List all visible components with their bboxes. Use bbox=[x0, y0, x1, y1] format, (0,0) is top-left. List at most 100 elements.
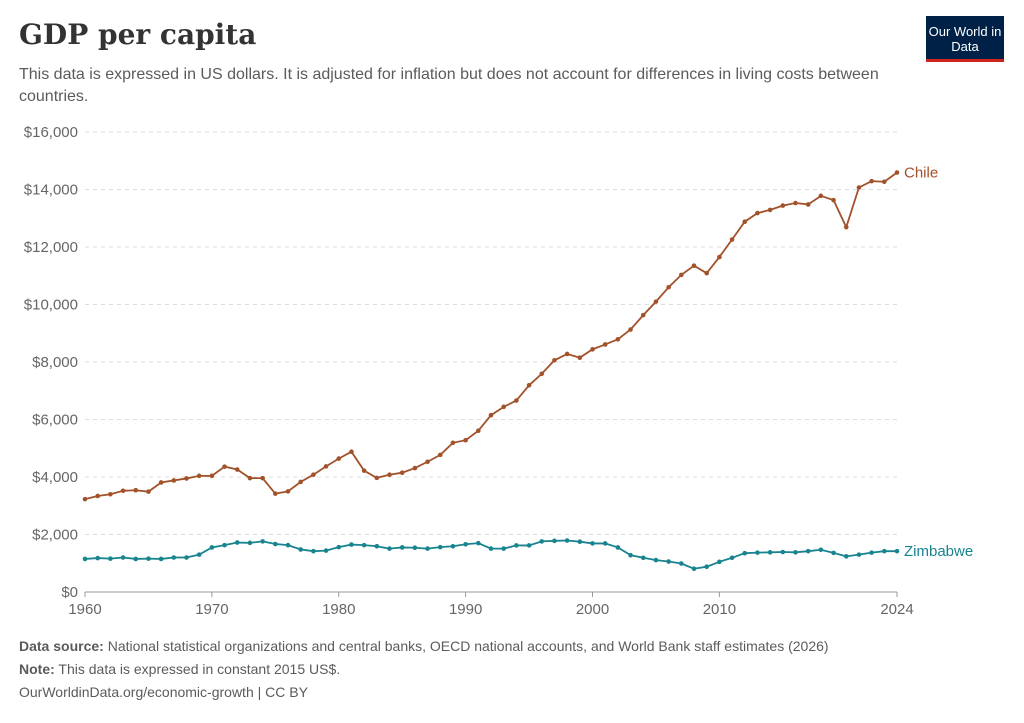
zimbabwe-point bbox=[729, 555, 735, 561]
chile-point bbox=[780, 203, 786, 208]
source-label: Data source: bbox=[19, 638, 104, 654]
y-tick-label: $10,000 bbox=[24, 297, 78, 314]
y-tick-label: $12,000 bbox=[24, 239, 78, 256]
zimbabwe-point bbox=[869, 550, 874, 555]
zimbabwe-point bbox=[476, 540, 481, 546]
zimbabwe-point bbox=[399, 545, 405, 550]
chile-point bbox=[260, 475, 265, 481]
zimbabwe-point bbox=[133, 556, 139, 562]
chile-point bbox=[742, 219, 748, 224]
zimbabwe-point bbox=[501, 546, 506, 551]
zimbabwe-point bbox=[704, 564, 709, 569]
chile-point bbox=[590, 347, 595, 352]
chile-line bbox=[84, 171, 898, 501]
zimbabwe-point bbox=[374, 543, 380, 549]
zimbabwe-point bbox=[742, 550, 748, 556]
chile-point bbox=[843, 224, 849, 230]
chile-point bbox=[298, 479, 303, 485]
owid-logo[interactable]: Our World in Data bbox=[926, 16, 1004, 62]
zimbabwe-point bbox=[184, 555, 189, 560]
chile-point bbox=[247, 475, 253, 481]
chile-point bbox=[514, 398, 519, 403]
zimbabwe-point bbox=[564, 538, 570, 543]
zimbabwe-point bbox=[450, 543, 456, 549]
zimbabwe-point bbox=[285, 542, 291, 548]
zimbabwe-point bbox=[526, 543, 532, 548]
chile-point bbox=[818, 193, 824, 199]
zimbabwe-point bbox=[679, 561, 684, 566]
chile-point bbox=[349, 449, 354, 455]
source-text: National statistical organizations and c… bbox=[107, 638, 829, 654]
chile-point bbox=[450, 440, 456, 446]
zimbabwe-point bbox=[425, 546, 430, 551]
chile-point bbox=[869, 178, 874, 184]
chile-point bbox=[285, 489, 291, 494]
zimbabwe-point bbox=[691, 566, 697, 572]
chile-point bbox=[831, 197, 836, 203]
y-tick-label: $0 bbox=[61, 584, 78, 601]
chile-point bbox=[196, 473, 202, 479]
zimbabwe-point bbox=[234, 540, 240, 545]
zimbabwe-point bbox=[171, 555, 177, 560]
zimbabwe-point bbox=[108, 556, 113, 561]
zimbabwe-point bbox=[602, 541, 608, 546]
chile-point bbox=[691, 263, 697, 268]
y-tick-label: $6,000 bbox=[32, 412, 78, 429]
chile-point bbox=[222, 464, 227, 469]
chile-point bbox=[361, 468, 367, 473]
chile-point bbox=[564, 351, 570, 357]
zimbabwe-point bbox=[818, 547, 824, 553]
y-tick-label: $4,000 bbox=[32, 469, 78, 486]
zimbabwe-point bbox=[831, 550, 836, 556]
chile-point bbox=[437, 452, 443, 458]
x-tick-label: 2000 bbox=[576, 601, 609, 618]
note: Note: This data is expressed in constant… bbox=[19, 661, 340, 677]
x-tick-label: 2024 bbox=[880, 601, 913, 618]
chile-point bbox=[273, 491, 278, 496]
zimbabwe-point bbox=[843, 554, 849, 559]
zimbabwe-point bbox=[260, 539, 265, 544]
chile-point bbox=[374, 475, 380, 481]
y-tick-label: $14,000 bbox=[24, 182, 78, 199]
zimbabwe-point bbox=[247, 540, 253, 546]
zimbabwe-point bbox=[95, 555, 100, 561]
chile-point bbox=[526, 382, 532, 388]
chile-point bbox=[311, 472, 316, 478]
note-text: This data is expressed in constant 2015 … bbox=[58, 661, 341, 677]
zimbabwe-point bbox=[780, 549, 786, 555]
chile-point bbox=[539, 371, 545, 377]
chile-point bbox=[120, 488, 126, 494]
zimbabwe-point bbox=[336, 544, 342, 550]
zimbabwe-point bbox=[653, 557, 659, 563]
chart-title: GDP per capita bbox=[19, 18, 257, 51]
x-tick-label: 1980 bbox=[322, 601, 355, 618]
chile-point bbox=[894, 170, 900, 175]
line-chart: $0 $2,000 $4,000 $6,000 $8,000 $10,000 $12,000… bbox=[24, 124, 973, 618]
chile-point bbox=[805, 202, 811, 207]
zimbabwe-point bbox=[640, 555, 646, 561]
chile-point bbox=[666, 284, 671, 290]
zimbabwe-point bbox=[273, 541, 278, 547]
zimbabwe-point bbox=[628, 552, 633, 558]
zimbabwe-point bbox=[514, 543, 519, 548]
source-link[interactable]: OurWorldinData.org/economic-growth | CC … bbox=[19, 684, 308, 700]
chile-point bbox=[856, 185, 862, 190]
chile-point bbox=[95, 493, 100, 499]
zimbabwe-label: Zimbabwe bbox=[904, 543, 973, 560]
chile-point bbox=[552, 357, 557, 363]
chart-subtitle: This data is expressed in US dollars. It… bbox=[19, 66, 879, 105]
chile-point bbox=[234, 467, 240, 472]
chile-point bbox=[602, 342, 608, 347]
x-tick-label: 1970 bbox=[195, 601, 228, 618]
x-tick-label: 2010 bbox=[703, 601, 736, 618]
zimbabwe-point bbox=[767, 550, 773, 555]
chile-point bbox=[387, 472, 392, 478]
zimbabwe-point bbox=[590, 541, 595, 546]
zimbabwe-point bbox=[298, 547, 303, 552]
zimbabwe-point bbox=[577, 539, 583, 544]
zimbabwe-point bbox=[615, 545, 621, 550]
zimbabwe-point bbox=[146, 556, 151, 561]
chile-point bbox=[425, 459, 430, 465]
zimbabwe-point bbox=[882, 548, 887, 554]
data-source: Data source: National statistical organi… bbox=[19, 638, 829, 654]
